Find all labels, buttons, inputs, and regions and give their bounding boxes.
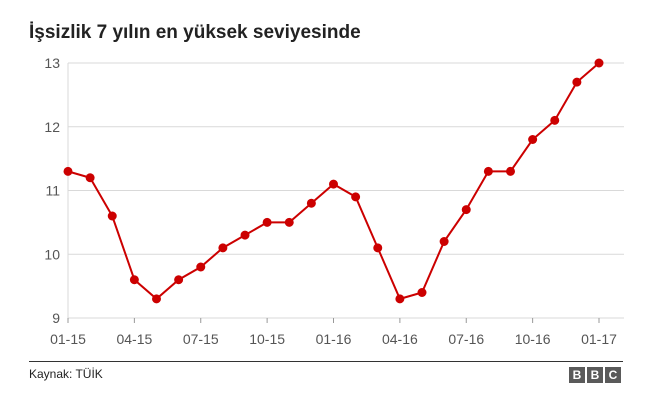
data-point: [218, 243, 228, 253]
footer-divider: [29, 361, 623, 362]
data-point: [107, 211, 117, 221]
data-point: [196, 262, 206, 272]
data-point: [306, 198, 316, 208]
data-point: [174, 275, 184, 285]
chart-title: İşsizlik 7 yılın en yüksek seviyesinde: [29, 22, 361, 43]
y-tick-label: 12: [44, 119, 60, 135]
x-tick-label: 10-15: [249, 331, 285, 347]
bbc-logo: B B C: [569, 367, 621, 383]
x-tick-label: 01-17: [581, 331, 617, 347]
data-point: [594, 58, 604, 68]
source-note: Kaynak: TÜİK: [29, 367, 103, 381]
bbc-logo-letter: B: [587, 367, 603, 383]
y-tick-label: 13: [44, 55, 60, 71]
data-point: [461, 205, 471, 215]
data-point: [63, 166, 73, 176]
bbc-logo-letter: B: [569, 367, 585, 383]
data-point: [483, 166, 493, 176]
data-point: [329, 179, 338, 189]
data-point: [528, 135, 538, 144]
x-tick-label: 07-16: [448, 331, 484, 347]
data-point: [572, 77, 582, 87]
x-tick-label: 10-16: [515, 331, 551, 347]
data-point: [152, 294, 161, 304]
x-tick-label: 07-15: [183, 331, 219, 347]
x-tick-label: 04-16: [382, 331, 418, 347]
data-point: [373, 243, 383, 253]
data-point: [550, 115, 560, 125]
data-point: [351, 192, 361, 202]
x-tick-label: 01-15: [50, 331, 86, 347]
data-point: [284, 217, 294, 227]
data-point: [129, 275, 139, 285]
data-point: [240, 230, 250, 240]
data-point: [506, 166, 515, 176]
data-point: [262, 217, 272, 227]
data-point: [417, 288, 427, 297]
data-point: [395, 294, 405, 304]
y-axis-ticks: 9 10 11 12 13: [44, 55, 60, 326]
x-axis-ticks: 01-15 04-15 07-15 10-15 01-16 04-16 07-16 10-16…: [50, 318, 617, 347]
y-tick-label: 11: [45, 183, 60, 199]
bbc-logo-letter: C: [605, 367, 621, 383]
x-tick-label: 01-16: [316, 331, 352, 347]
series-unemployment: [63, 58, 604, 304]
x-tick-label: 04-15: [116, 331, 152, 347]
data-point: [85, 173, 95, 183]
data-point: [439, 237, 449, 246]
y-tick-label: 10: [44, 246, 60, 262]
y-tick-label: 9: [52, 310, 60, 326]
